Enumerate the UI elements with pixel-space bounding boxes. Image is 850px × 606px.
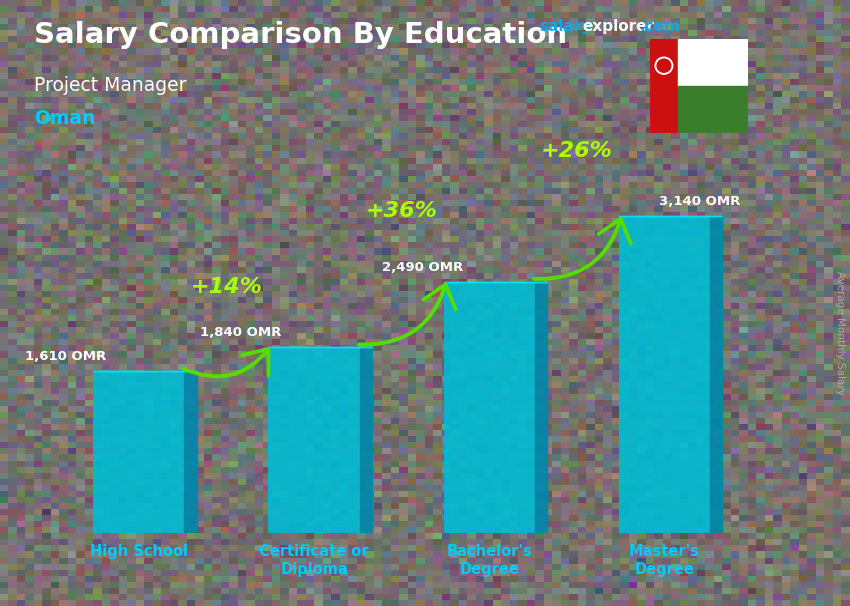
Text: Average Monthly Salary: Average Monthly Salary [835, 271, 845, 395]
Circle shape [657, 59, 671, 72]
FancyArrowPatch shape [184, 349, 269, 376]
Text: +14%: +14% [190, 277, 263, 297]
Bar [677, 87, 748, 133]
Polygon shape [184, 371, 196, 533]
Polygon shape [360, 347, 371, 533]
Text: .com: .com [639, 19, 680, 35]
Text: Oman: Oman [34, 109, 95, 128]
Polygon shape [535, 282, 547, 533]
Text: explorer: explorer [582, 19, 654, 35]
Text: +36%: +36% [366, 201, 438, 221]
Polygon shape [710, 216, 722, 533]
FancyArrowPatch shape [359, 284, 456, 345]
Bar [444, 282, 535, 533]
Bar [94, 371, 184, 533]
Bar [619, 216, 710, 533]
Text: +26%: +26% [541, 141, 613, 161]
Text: Salary Comparison By Education: Salary Comparison By Education [34, 21, 567, 49]
Bar [650, 39, 677, 133]
Text: 1,840 OMR: 1,840 OMR [200, 327, 281, 339]
Text: 1,610 OMR: 1,610 OMR [25, 350, 106, 362]
Text: 2,490 OMR: 2,490 OMR [382, 261, 463, 274]
Bar [269, 347, 360, 533]
Bar [677, 39, 748, 87]
Text: Project Manager: Project Manager [34, 76, 186, 95]
Text: 3,140 OMR: 3,140 OMR [659, 195, 740, 208]
FancyArrowPatch shape [534, 219, 631, 279]
Circle shape [655, 57, 672, 74]
Text: salary: salary [540, 19, 592, 35]
